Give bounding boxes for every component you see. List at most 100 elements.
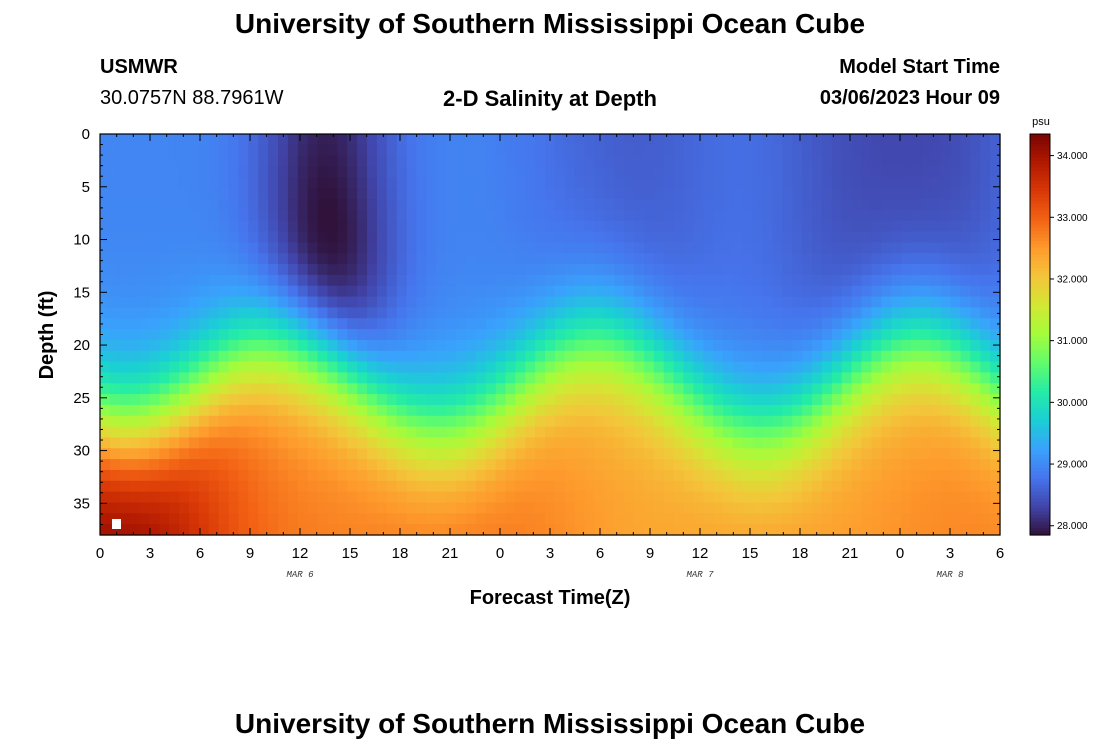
heatmap-cell [643,318,655,330]
heatmap-cell [396,339,408,352]
heatmap-cell [802,264,813,276]
heatmap-cell [446,448,457,460]
heatmap-cell [297,274,309,287]
heatmap-cell [327,361,338,374]
heatmap-cell [129,437,141,449]
heatmap-cell [812,394,823,406]
heatmap-cell [485,144,497,157]
heatmap-cell [456,318,467,330]
heatmap-cell [841,253,853,265]
heatmap-cell [317,134,329,146]
heatmap-cell [980,155,991,168]
heatmap-cell [574,491,586,504]
heatmap-cell [604,339,615,352]
heatmap-cell [179,480,190,493]
colorbar-swatch [1030,521,1050,526]
heatmap-cell [970,199,981,211]
heatmap-cell [634,383,645,395]
heatmap-cell [881,177,892,189]
heatmap-cell [317,437,329,449]
heatmap-cell [554,394,566,406]
heatmap-cell [297,383,309,395]
heatmap-cell [851,524,863,536]
heatmap-cell [723,220,734,233]
heatmap-cell [139,188,151,200]
heatmap-cell [139,372,151,384]
heatmap-cell [198,274,210,287]
heatmap-cell [347,426,358,439]
heatmap-cell [683,448,695,460]
heatmap-cell [604,394,615,406]
heatmap-cell [100,426,111,439]
heatmap-cell [278,307,289,319]
heatmap-cell [159,307,170,319]
heatmap-cell [891,361,902,374]
heatmap-cell [386,134,398,146]
heatmap-cell [436,209,447,222]
heatmap-cell [812,199,823,211]
heatmap-cell [396,372,408,384]
heatmap-cell [643,394,655,406]
colorbar-swatch [1030,160,1050,165]
heatmap-cell [386,491,398,504]
heatmap-cell [554,524,566,536]
heatmap-cell [347,231,358,243]
heatmap-cell [416,199,427,211]
heatmap-cell [990,220,1001,233]
heatmap-cell [732,188,744,200]
heatmap-cell [119,394,131,406]
heatmap-cell [703,134,714,146]
heatmap-cell [436,361,447,374]
heatmap-cell [545,329,556,341]
heatmap-cell [475,361,487,374]
heatmap-cell [693,394,704,406]
heatmap-cell [653,404,665,417]
heatmap-cell [456,209,467,222]
heatmap-cell [970,285,981,298]
heatmap-cell [436,199,447,211]
heatmap-cell [228,285,240,298]
heatmap-cell [653,285,665,298]
heatmap-cell [940,350,952,363]
heatmap-cell [841,155,853,168]
heatmap-cell [396,502,408,514]
heatmap-cell [327,166,338,178]
heatmap-cell [545,199,556,211]
heatmap-cell [762,339,774,352]
heatmap-cell [347,307,358,319]
heatmap-cell [446,188,457,200]
heatmap-cell [772,134,784,146]
heatmap-cell [604,253,615,265]
heatmap-cell [910,469,922,482]
heatmap-cell [317,307,329,319]
heatmap-cell [970,437,981,449]
heatmap-cell [268,448,279,460]
heatmap-cell [653,415,665,428]
heatmap-cell [950,209,962,222]
heatmap-cell [980,491,991,504]
heatmap-cell [762,307,774,319]
heatmap-cell [673,177,685,189]
heatmap-cell [742,437,754,449]
heatmap-cell [189,339,200,352]
heatmap-cell [525,329,536,341]
heatmap-cell [673,274,685,287]
heatmap-cell [881,415,892,428]
heatmap-cell [327,513,338,525]
heatmap-cell [614,155,625,168]
heatmap-cell [198,448,210,460]
heatmap-cell [634,144,645,157]
heatmap-cell [732,264,744,276]
heatmap-cell [406,350,418,363]
heatmap-cell [831,209,843,222]
heatmap-cell [643,513,655,525]
heatmap-cell [189,404,200,417]
heatmap-cell [980,307,991,319]
heatmap-cell [278,329,289,341]
heatmap-cell [723,318,734,330]
heatmap-cell [634,242,645,254]
heatmap-cell [139,524,151,536]
heatmap-cell [634,220,645,233]
heatmap-cell [594,285,605,298]
heatmap-cell [317,329,329,341]
